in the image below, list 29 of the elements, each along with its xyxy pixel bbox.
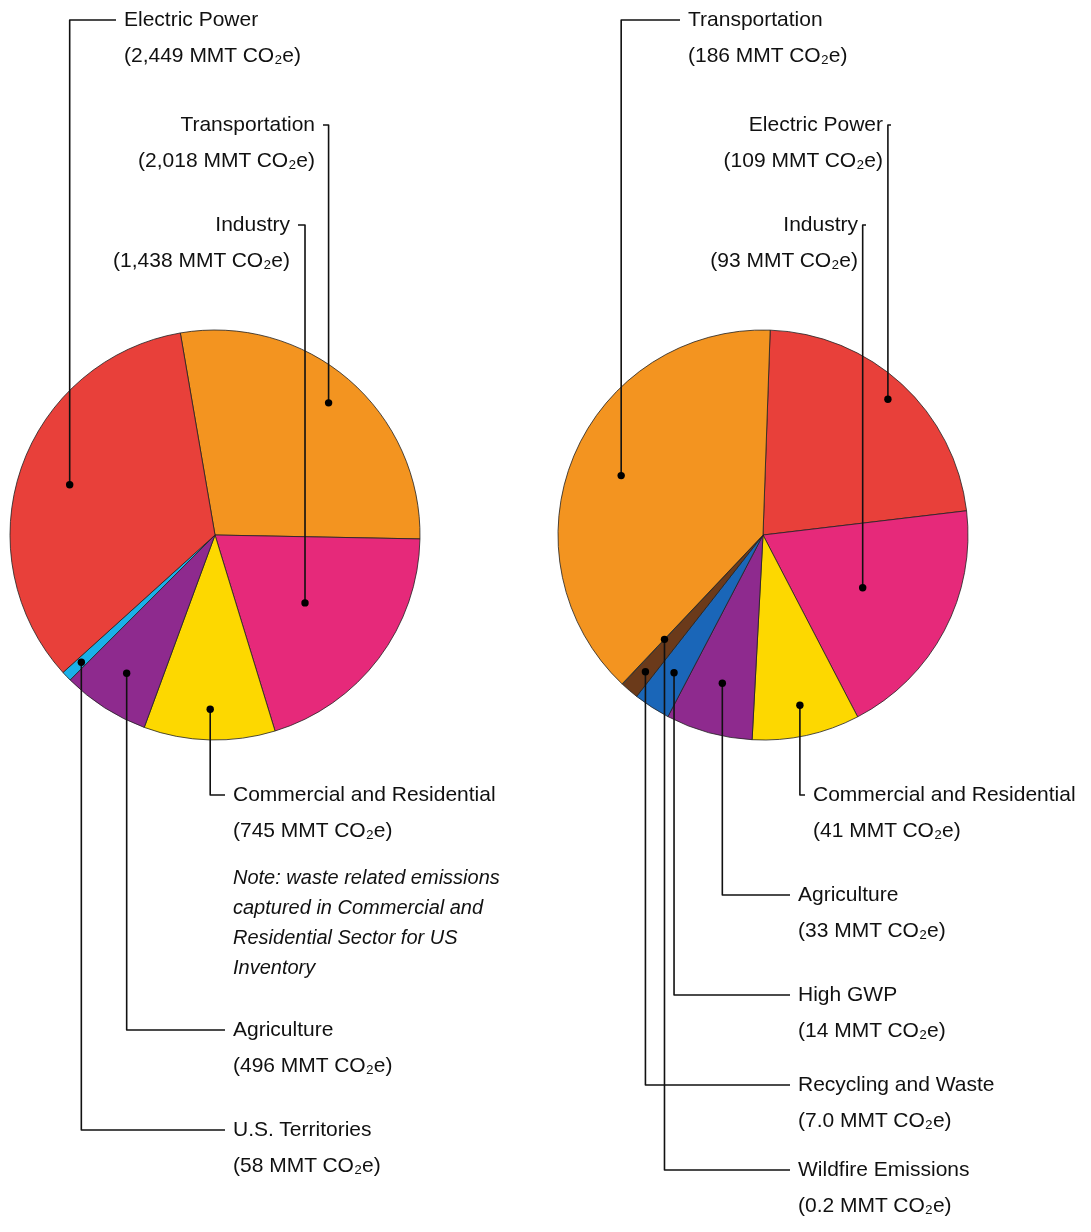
data-label: (7.0 MMT CO₂e) [798,1108,952,1131]
data-label: (186 MMT CO₂e) [688,43,848,66]
slice-label: Commercial and Residential [233,782,496,805]
data-label: (58 MMT CO₂e) [233,1153,381,1176]
data-label: (93 MMT CO₂e) [710,248,858,271]
slice-label: High GWP [798,982,898,1005]
slice-label: Electric Power [124,7,259,30]
slice-label: Transportation [688,7,823,30]
slice-label: Agriculture [233,1017,334,1040]
data-label: (33 MMT CO₂e) [798,918,946,941]
slice-label: Industry [783,212,859,235]
slice-label: Recycling and Waste [798,1072,995,1095]
data-label: (1,438 MMT CO₂e) [113,248,290,271]
data-label: (41 MMT CO₂e) [813,818,961,841]
data-label: (109 MMT CO₂e) [723,148,883,171]
data-label: (2,018 MMT CO₂e) [138,148,315,171]
data-label: (14 MMT CO₂e) [798,1018,946,1041]
data-label: (2,449 MMT CO₂e) [124,43,301,66]
slice-label: Electric Power [748,112,884,135]
data-label: (745 MMT CO₂e) [233,818,393,841]
data-label: (496 MMT CO₂e) [233,1053,393,1076]
slice-label: Wildfire Emissions [798,1157,970,1180]
data-label: (0.2 MMT CO₂e) [798,1193,952,1216]
slice-label: Agriculture [798,882,899,905]
slice-label: Commercial and Residential [813,782,1076,805]
text: Note: waste related emissions captured in Commercial and Residential Sector for US Inventory [233,866,500,978]
slice-label: Transportation [180,112,315,135]
slice-label: U.S. Territories [233,1117,372,1140]
slice-label: Industry [215,212,291,235]
